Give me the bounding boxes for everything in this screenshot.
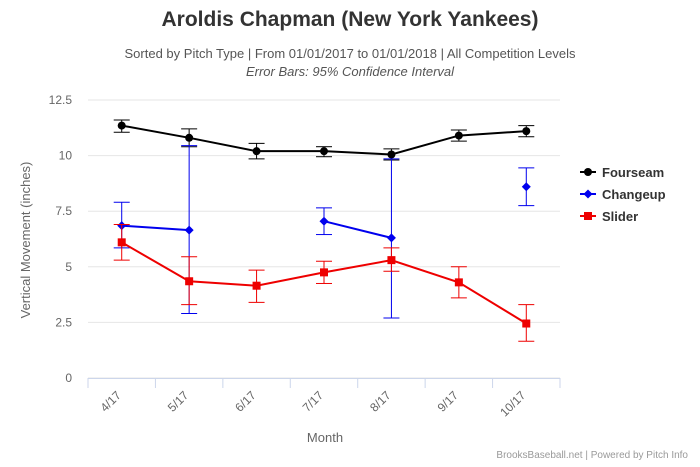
y-tick-label: 7.5 (55, 204, 72, 218)
point-changeup (386, 233, 396, 243)
y-axis-title: Vertical Movement (inches) (18, 162, 33, 319)
x-axis: 4/17 5/17 6/17 7/17 8/17 9/17 10/17 (87, 378, 561, 419)
x-tick-label: 8/17 (367, 388, 394, 415)
y-tick-label: 5 (65, 260, 72, 274)
point-fourseam (522, 127, 531, 136)
legend-label-changeup: Changeup (602, 187, 666, 202)
x-tick-label: 6/17 (232, 388, 259, 415)
y-tick-label: 10 (59, 149, 73, 163)
point-fourseam (320, 147, 328, 156)
series-group (113, 119, 535, 342)
x-tick-label: 4/17 (97, 388, 124, 415)
point-changeup (319, 216, 329, 226)
legend-marker-fourseam (584, 168, 592, 176)
point-slider (522, 319, 531, 328)
point-slider (252, 281, 261, 290)
point-slider (117, 238, 126, 247)
series-fourseam (113, 119, 535, 161)
x-tick-label: 5/17 (165, 388, 192, 415)
legend-label-slider: Slider (602, 209, 638, 224)
x-tick-label: 7/17 (300, 388, 327, 415)
y-tick-label: 12.5 (49, 93, 73, 107)
chart-title: Aroldis Chapman (New York Yankees) (161, 8, 539, 31)
point-fourseam (454, 131, 463, 140)
point-changeup (184, 225, 194, 235)
point-slider (320, 268, 328, 277)
point-fourseam (185, 133, 194, 142)
y-tick-label: 0 (65, 371, 72, 385)
legend-marker-slider (584, 212, 592, 220)
point-slider (185, 277, 194, 286)
series-changeup (113, 145, 535, 319)
legend-item-fourseam: Fourseam (580, 165, 664, 180)
credits: BrooksBaseball.net | Powered by Pitch In… (496, 450, 688, 461)
x-tick-label: 10/17 (497, 388, 528, 419)
point-fourseam (252, 147, 261, 156)
grid-lines (88, 99, 560, 379)
x-tick-label: 9/17 (435, 388, 462, 415)
point-fourseam (117, 121, 126, 130)
chart-subtitle: Sorted by Pitch Type | From 01/01/2017 t… (124, 46, 576, 61)
legend-item-slider: Slider (580, 209, 638, 224)
x-axis-title: Month (307, 430, 343, 445)
series-slider (113, 224, 535, 342)
y-tick-label: 2.5 (55, 315, 72, 329)
legend-label-fourseam: Fourseam (602, 165, 664, 180)
point-changeup (521, 182, 531, 192)
legend-marker-changeup (583, 189, 593, 199)
y-axis: 0 2.5 5 7.5 10 12.5 (49, 93, 73, 385)
point-fourseam (387, 150, 396, 159)
legend: Fourseam Changeup Slider (580, 165, 666, 224)
point-slider (387, 256, 396, 265)
chart-error-bar-note: Error Bars: 95% Confidence Interval (245, 64, 455, 79)
legend-item-changeup: Changeup (580, 187, 666, 202)
point-slider (454, 278, 463, 287)
